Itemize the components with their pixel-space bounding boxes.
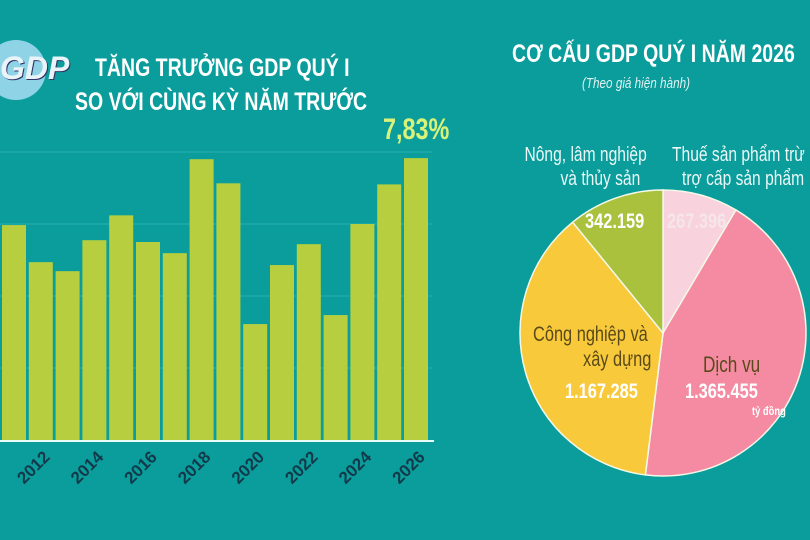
bar-2020 (243, 324, 268, 440)
bar-2016 (136, 242, 160, 440)
bar-2026 (404, 158, 428, 440)
pie-value-industry: 1.167.285 (565, 380, 638, 403)
bar-2025 (377, 184, 402, 440)
x-tick-label-2018: 2018 (174, 447, 214, 487)
pie-label-tax-line2: trợ cấp sản phẩm (682, 168, 805, 190)
pie-chart-title: CƠ CẤU GDP QUÝ I NĂM 2026 (512, 40, 795, 68)
pie-value-services: 1.365.455 (685, 380, 758, 403)
x-tick-label-2012: 2012 (13, 447, 53, 487)
x-tick-label-2024: 2024 (335, 447, 376, 488)
pie-unit-label: tỷ đồng (752, 404, 786, 418)
bar-2021 (270, 265, 294, 440)
bar-2023 (323, 315, 348, 440)
bar-2018 (189, 159, 214, 440)
pie-label-services: Dịch vụ (703, 352, 761, 377)
pie-label-agriculture: Nông, lâm nghiệp và thủy sản (490, 143, 646, 191)
pie-label-tax: Thuế sản phẩm trừ trợ cấp sản phẩm (672, 143, 810, 191)
bar-2012 (28, 262, 53, 440)
pie-value-tax: 267.396 (667, 210, 727, 233)
x-tick-label-2022: 2022 (281, 447, 321, 487)
bar-chart-title-line2: SO VỚI CÙNG KỲ NĂM TRƯỚC (75, 88, 368, 116)
bar-2015 (109, 215, 134, 440)
bar-2014 (82, 240, 107, 440)
pie-slice-3 (571, 189, 664, 336)
bar-2022 (296, 244, 321, 440)
bar-2024 (350, 224, 375, 440)
x-tick-label-2026: 2026 (389, 447, 429, 487)
bar-chart-title-line1: TĂNG TRƯỞNG GDP QUÝ I (95, 54, 350, 82)
pie-label-industry-line1: Công nghiệp và (533, 323, 648, 346)
x-tick-label-2016: 2016 (121, 447, 161, 487)
pie-value-agriculture: 342.159 (585, 210, 645, 233)
pie-label-industry: Công nghiệp và xây dựng (533, 322, 680, 372)
x-tick-label-2020: 2020 (228, 447, 268, 487)
bar-2013 (55, 271, 80, 440)
pie-label-industry-line2: xây dựng (583, 348, 652, 371)
pie-chart-subtitle: (Theo giá hiện hành) (582, 75, 690, 92)
gdp-logo-circle (0, 40, 46, 100)
x-tick-label-2014: 2014 (67, 447, 108, 488)
pie-label-agriculture-line2: và thủy sản (560, 168, 640, 190)
pie-label-agriculture-line1: Nông, lâm nghiệp (524, 144, 647, 166)
bar-data-label-2026: 7,83% (383, 113, 450, 146)
bar-2019 (216, 183, 241, 440)
pie-slice-1 (644, 208, 807, 477)
bar-2011 (2, 225, 26, 440)
pie-label-tax-line1: Thuế sản phẩm trừ (672, 144, 805, 166)
gdp-logo: GDP (0, 50, 70, 86)
bar-2017 (162, 253, 187, 440)
pie-slice-2 (519, 221, 664, 476)
